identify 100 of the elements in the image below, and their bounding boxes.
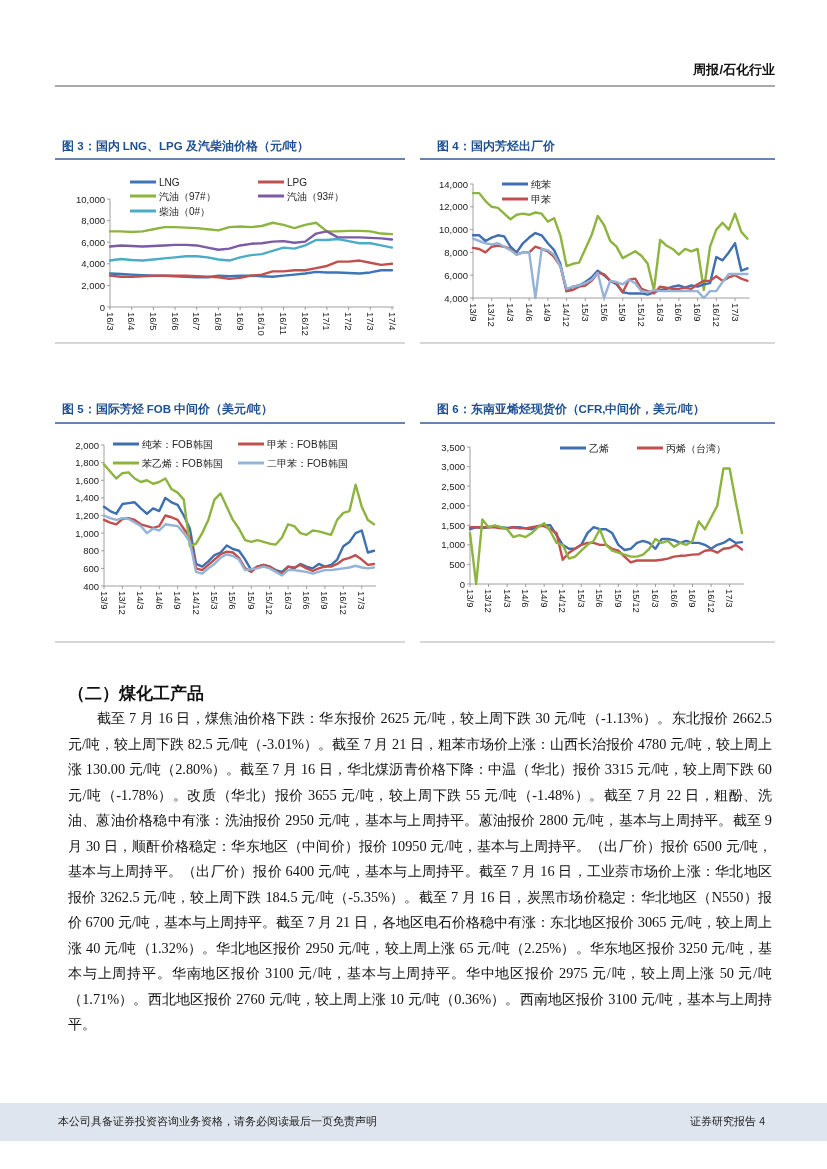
x-tick-label: 14/9 bbox=[172, 591, 184, 610]
x-tick-label: 13/12 bbox=[486, 303, 498, 327]
x-tick-label: 16/6 bbox=[301, 591, 312, 610]
x-tick-label: 15/9 bbox=[612, 589, 624, 608]
x-tick-label: 14/12 bbox=[190, 591, 202, 615]
x-tick-label: 13/12 bbox=[483, 589, 495, 613]
y-tick-label: 6,000 bbox=[81, 236, 105, 248]
y-tick-label: 1,200 bbox=[75, 510, 99, 521]
y-tick-label: 1,400 bbox=[75, 492, 99, 504]
y-tick-label: 6,000 bbox=[444, 269, 468, 281]
legend-label: 纯苯 bbox=[531, 178, 551, 190]
y-tick-label: 2,000 bbox=[81, 279, 105, 291]
y-tick-label: 2,500 bbox=[441, 480, 465, 492]
x-tick-label: 16/3 bbox=[649, 589, 661, 608]
text: 4 bbox=[759, 1115, 766, 1127]
y-tick-label: 2,000 bbox=[75, 439, 99, 451]
text: 截至 7 月 16 日，煤焦油价格下跌：华东报价 2625 元/吨，较上周下跌 30 元/吨（-1.13%）。东北报价 2662.5 元/吨，较上周下跌 82.5 元/吨（-3.01%）。截至 7 月 21 日，粗苯市场价上涨：山西长治报价 4780 元/吨，较上周上涨 130.00 元/吨（2.80%）。截至 7 月 16 日，华北煤沥青价格下降：中温（华北）报价 3315 元/吨，较上周下跌 60 元/吨（-1.78%）。改质（华北）报价 3655 元/吨，较上周下跌 55 元/吨（-1.48%）。截至 7 月 22 日，粗酚、洗油、蒽油价格稳中有涨：洗油报价 2950 元/吨，基本与上周持平。蒽油报价 2800 元/吨，基本与上周持平。截至 9 月 30 日，顺酐价格稳定：华东地区（中间价）报价 10950 元/吨，基本与上周持平。（出厂价）报价 6500 元/吨，基本与上周持平。（出厂价）报价 6400 元/吨，基本与上周持平。截至 7 月 16 日，工业萘市场价上涨：华北地区报价 3262.5 元/吨，较上周下跌 184.5 元/吨（-5.35%）。截至 7 月 16 日，炭黑市场价稳定：华北地区（N550）报价 6700 元/吨，基本与上周持平。截至 7 月 21 日，各地区电石价格稳中有涨：东北地区报价 3065 元/吨，较上周上涨 40 元/吨（1.32%）。华北地区报价 2950 元/吨，较上周上涨 65 元/吨（2.25%）。华东地区报价 3250 元/吨，基本与上周持平。华南地区报价 3100 元/吨，基本与上周持平。华中地区报价 2975 元/吨，较上周上涨 50 元/吨（1.71%）。西北地区报价 2760 元/吨，较上周上涨 10 元/吨（0.36%）。西南地区报价 3100 元/吨，基本与上周持平。 bbox=[68, 710, 772, 1032]
y-tick-label: 3,000 bbox=[441, 461, 465, 473]
y-tick-label: 4,000 bbox=[444, 292, 468, 304]
y-tick-label: 1,000 bbox=[441, 539, 465, 551]
y-tick-label: 10,000 bbox=[438, 224, 468, 236]
y-tick-label: 8,000 bbox=[81, 215, 105, 227]
x-tick-label: 15/3 bbox=[208, 591, 220, 610]
y-tick-label: 800 bbox=[83, 545, 99, 557]
x-tick-label: 14/3 bbox=[501, 589, 513, 608]
legend-label: 乙烯 bbox=[589, 442, 609, 454]
x-tick-label: 17/3 bbox=[356, 591, 368, 610]
x-tick-label: 16/8 bbox=[212, 312, 224, 331]
x-tick-label: 14/6 bbox=[153, 591, 165, 610]
x-tick-label: 16/6 bbox=[668, 589, 680, 608]
x-tick-label: 16/12 bbox=[299, 312, 311, 336]
x-tick-label: 17/3 bbox=[364, 312, 376, 331]
x-tick-label: 16/6 bbox=[673, 303, 685, 322]
y-tick-label: 3,500 bbox=[441, 441, 465, 453]
x-tick-label: 15/12 bbox=[264, 591, 276, 615]
x-tick-label: 13/9 bbox=[467, 303, 479, 322]
legend-label: 柴油（0#） bbox=[159, 205, 211, 217]
x-tick-label: 16/4 bbox=[126, 312, 138, 331]
y-tick-label: 500 bbox=[449, 558, 465, 570]
text: （二）煤化工产品 bbox=[68, 684, 204, 703]
y-tick-label: 600 bbox=[83, 562, 99, 574]
x-tick-label: 15/3 bbox=[579, 303, 591, 322]
x-tick-label: 16/12 bbox=[337, 591, 349, 615]
x-tick-label: 17/3 bbox=[729, 303, 741, 322]
x-tick-label: 15/12 bbox=[631, 589, 643, 613]
x-tick-label: 16/12 bbox=[710, 303, 722, 327]
chart-title: 图 5：国际芳烃 FOB 中间价（美元/吨） bbox=[62, 402, 274, 416]
x-tick-label: 16/9 bbox=[692, 303, 704, 322]
chart-title: 图 3：国内 LNG、LPG 及汽柴油价格（元/吨） bbox=[62, 139, 310, 153]
x-tick-label: 15/3 bbox=[575, 589, 587, 608]
x-tick-label: 16/3 bbox=[104, 312, 116, 331]
y-tick-label: 400 bbox=[83, 580, 99, 592]
legend-label: 二甲苯：FOB韩国 bbox=[267, 457, 348, 469]
x-tick-label: 16/10 bbox=[256, 312, 268, 336]
y-tick-label: 12,000 bbox=[438, 201, 468, 213]
x-tick-label: 14/12 bbox=[557, 589, 569, 613]
y-tick-label: 14,000 bbox=[438, 178, 468, 190]
x-tick-label: 16/3 bbox=[282, 591, 294, 610]
y-tick-label: 1,500 bbox=[441, 519, 465, 531]
chart-title: 图 4：国内芳烃出厂价 bbox=[437, 139, 556, 152]
x-tick-label: 15/6 bbox=[594, 589, 606, 608]
text: 周报/石化行业 bbox=[692, 62, 775, 77]
text: 证券研究报告 bbox=[690, 1115, 756, 1127]
legend-label: 纯苯：FOB韩国 bbox=[142, 438, 213, 450]
x-tick-label: 17/1 bbox=[321, 312, 333, 331]
x-tick-label: 13/9 bbox=[464, 589, 476, 608]
x-tick-label: 15/12 bbox=[635, 303, 647, 327]
y-tick-label: 4,000 bbox=[81, 258, 105, 270]
x-tick-label: 13/12 bbox=[116, 591, 128, 615]
legend-label: LPG bbox=[287, 176, 308, 188]
legend-label: 苯乙烯：FOB韩国 bbox=[142, 457, 223, 469]
x-tick-label: 14/6 bbox=[520, 589, 532, 608]
x-tick-label: 14/9 bbox=[538, 589, 550, 608]
legend-label: 汽油（93#） bbox=[287, 190, 344, 202]
text: 本公司具备证券投资咨询业务资格，请务必阅读最后一页免责声明 bbox=[58, 1115, 377, 1127]
legend-label: 甲苯：FOB韩国 bbox=[267, 438, 338, 450]
y-tick-label: 8,000 bbox=[444, 246, 468, 258]
x-tick-label: 16/9 bbox=[234, 312, 246, 331]
x-tick-label: 14/3 bbox=[135, 591, 147, 610]
x-tick-label: 14/6 bbox=[523, 303, 535, 322]
chart-title: 图 6：东南亚烯烃现货价（CFR,中间价，美元/吨） bbox=[437, 402, 705, 416]
y-tick-label: 1,000 bbox=[75, 527, 99, 539]
legend-label: LNG bbox=[159, 176, 180, 188]
x-tick-label: 16/5 bbox=[147, 312, 159, 331]
y-tick-label: 1,600 bbox=[75, 474, 99, 486]
x-tick-label: 16/9 bbox=[319, 591, 331, 610]
x-tick-label: 14/12 bbox=[561, 303, 573, 327]
x-tick-label: 16/12 bbox=[705, 589, 717, 613]
x-tick-label: 14/9 bbox=[542, 303, 554, 322]
legend-label: 丙烯（台湾） bbox=[666, 442, 726, 454]
x-tick-label: 15/6 bbox=[227, 591, 239, 610]
legend-label: 甲苯 bbox=[531, 193, 551, 205]
x-tick-label: 16/11 bbox=[278, 312, 290, 336]
x-tick-label: 16/7 bbox=[191, 312, 203, 331]
x-tick-label: 16/9 bbox=[687, 589, 699, 608]
x-tick-label: 14/3 bbox=[504, 303, 516, 322]
x-tick-label: 16/3 bbox=[654, 303, 666, 322]
y-tick-label: 10,000 bbox=[75, 193, 105, 205]
x-tick-label: 13/9 bbox=[98, 591, 110, 610]
x-tick-label: 15/9 bbox=[617, 303, 629, 322]
